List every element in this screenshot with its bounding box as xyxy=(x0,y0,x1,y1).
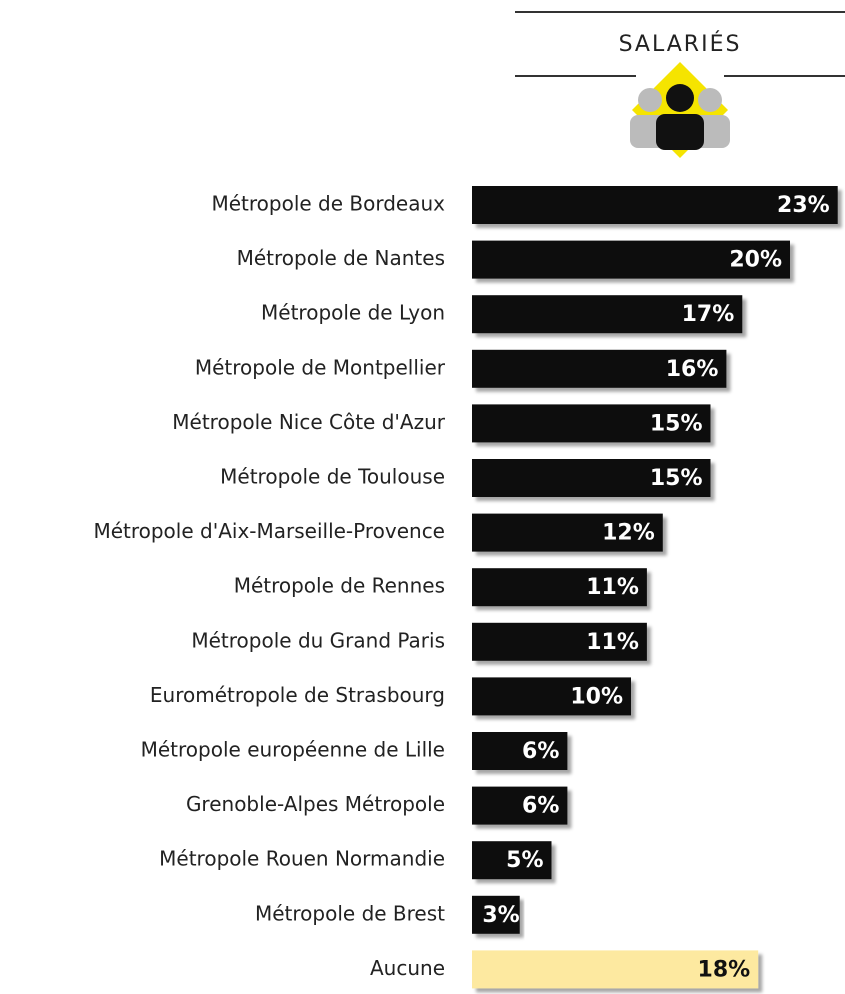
category-label: Eurométropole de Strasbourg xyxy=(150,683,445,707)
bar xyxy=(472,732,568,770)
bar xyxy=(472,568,647,607)
value-label: 12% xyxy=(602,521,655,546)
bar xyxy=(472,240,790,279)
value-label: 6% xyxy=(522,794,559,819)
value-label: 23% xyxy=(777,193,830,218)
value-label: 6% xyxy=(522,739,559,764)
category-label: Métropole de Rennes xyxy=(234,574,445,598)
value-label: 15% xyxy=(650,466,703,491)
category-label: Métropole de Montpellier xyxy=(195,355,446,379)
category-label: Aucune xyxy=(370,956,445,980)
value-label: 15% xyxy=(650,411,703,436)
value-label: 18% xyxy=(698,957,751,982)
bar xyxy=(472,895,520,934)
bar xyxy=(472,841,552,880)
bar xyxy=(472,677,631,716)
value-label: 17% xyxy=(682,302,735,327)
category-label: Métropole de Bordeaux xyxy=(211,192,445,216)
bar xyxy=(472,459,711,497)
value-label: 20% xyxy=(729,248,782,273)
value-label: 11% xyxy=(586,630,639,655)
category-label: Métropole de Lyon xyxy=(261,301,445,325)
category-label: Métropole du Grand Paris xyxy=(191,628,445,652)
value-label: 16% xyxy=(666,357,719,382)
bar xyxy=(472,513,663,552)
category-label: Métropole Nice Côte d'Azur xyxy=(172,410,446,434)
value-label: 5% xyxy=(506,848,543,873)
chart-title: SALARIÉS xyxy=(619,31,742,57)
bar xyxy=(472,622,647,661)
value-label: 10% xyxy=(570,684,623,709)
bar xyxy=(472,404,711,443)
category-label: Métropole de Toulouse xyxy=(220,465,445,489)
category-label: Métropole Rouen Normandie xyxy=(159,847,445,871)
header-decor xyxy=(515,11,845,158)
value-label: 3% xyxy=(482,903,519,928)
value-label: 11% xyxy=(586,575,639,600)
bar xyxy=(472,186,838,224)
bar xyxy=(472,295,743,334)
category-label: Grenoble-Alpes Métropole xyxy=(186,792,445,816)
bar xyxy=(472,950,759,989)
category-label: Métropole de Nantes xyxy=(237,246,445,270)
category-label: Métropole d'Aix-Marseille-Provence xyxy=(93,519,445,543)
bar xyxy=(472,349,727,388)
category-label: Métropole européenne de Lille xyxy=(141,738,445,762)
bar xyxy=(472,786,568,825)
category-label: Métropole de Brest xyxy=(255,901,445,925)
